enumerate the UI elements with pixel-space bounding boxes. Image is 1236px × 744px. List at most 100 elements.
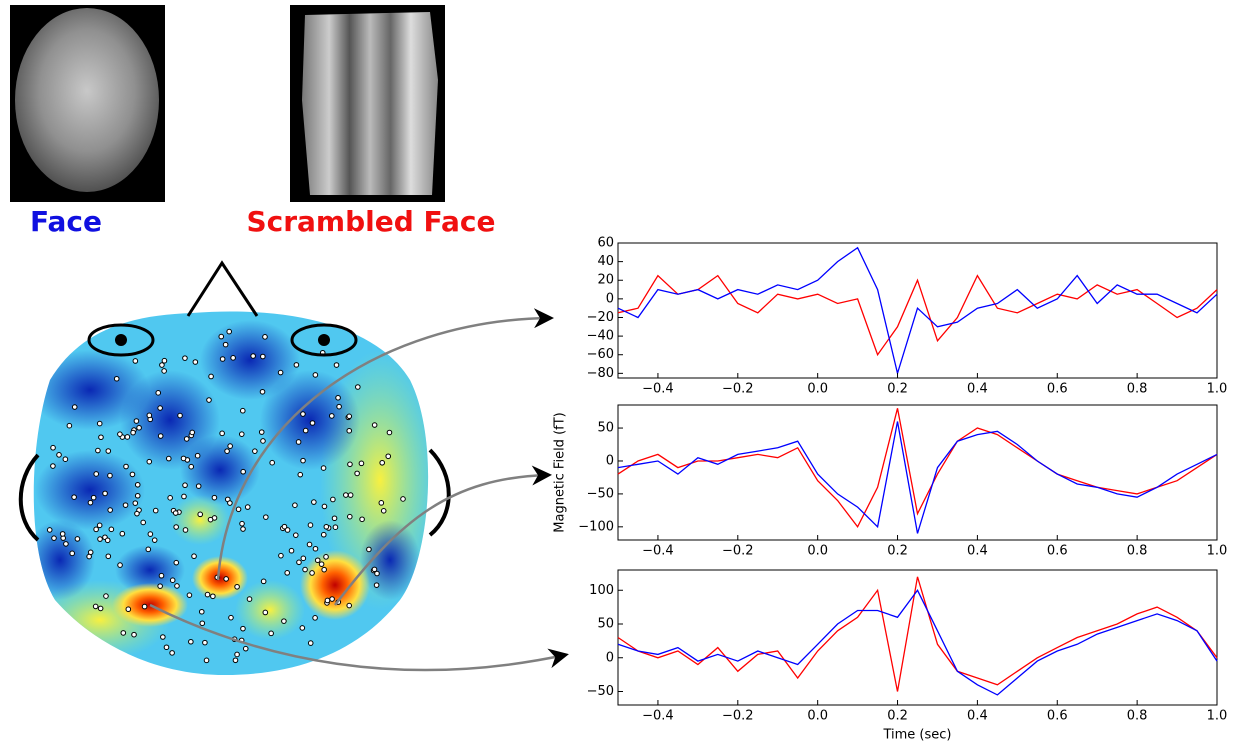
sensor <box>321 532 326 537</box>
y-tick-label: −60 <box>587 347 614 362</box>
sensor <box>247 597 252 602</box>
sensor <box>220 357 225 362</box>
x-tick-label: 0.6 <box>1047 544 1068 559</box>
sensor <box>307 542 312 547</box>
sensor <box>106 554 111 559</box>
sensor <box>229 615 234 620</box>
sensor <box>245 505 250 510</box>
sensor <box>57 453 62 458</box>
sensor <box>209 374 214 379</box>
y-tick-label: −20 <box>587 310 614 325</box>
sensor <box>98 606 103 611</box>
sensor <box>51 445 56 450</box>
sensor <box>278 370 283 375</box>
x-tick-label: 0.8 <box>1127 382 1148 397</box>
sensor <box>97 523 102 528</box>
sensor <box>236 507 241 512</box>
sensor <box>264 515 269 520</box>
sensor <box>200 621 205 626</box>
sensor <box>259 430 264 435</box>
sensor <box>228 444 233 449</box>
sensor <box>189 464 194 469</box>
sensor <box>381 509 386 514</box>
sensor <box>170 651 175 656</box>
sensor <box>52 536 57 541</box>
sensor <box>220 431 225 436</box>
sensor <box>135 511 140 516</box>
charts: −0.4−0.20.00.20.40.60.81.06040200−20−40−… <box>553 236 1228 743</box>
sensor <box>181 456 186 461</box>
sensor <box>231 356 236 361</box>
sensor <box>183 483 188 488</box>
sensor <box>336 395 341 400</box>
sensor <box>174 525 179 530</box>
x-tick-label: 1.0 <box>1207 709 1228 724</box>
sensor <box>94 472 99 477</box>
sensor <box>208 517 213 522</box>
sensor <box>303 567 308 572</box>
sensor <box>329 414 334 419</box>
sensor <box>260 389 265 394</box>
y-tick-label: 50 <box>597 421 614 436</box>
sensor <box>183 528 188 533</box>
sensor <box>387 430 392 435</box>
x-tick-label: 0.6 <box>1047 709 1068 724</box>
sensor <box>156 391 161 396</box>
sensor <box>166 456 171 461</box>
y-tick-label: −100 <box>578 519 614 534</box>
sensor <box>178 413 183 418</box>
sensor <box>182 494 187 499</box>
sensor <box>372 423 377 428</box>
sensor <box>269 631 274 636</box>
sensor <box>93 604 98 609</box>
sensor <box>332 516 337 521</box>
sensor <box>104 594 109 599</box>
sensor <box>121 631 126 636</box>
sensor <box>219 334 224 339</box>
sensor <box>270 460 275 465</box>
sensor <box>148 532 153 537</box>
sensor <box>133 359 138 364</box>
sensor <box>333 525 338 530</box>
x-tick-label: 0.8 <box>1127 709 1148 724</box>
sensor <box>374 583 379 588</box>
sensor <box>251 354 256 359</box>
sensor <box>198 512 203 517</box>
sensor <box>108 473 113 478</box>
sensor <box>72 495 77 500</box>
sensor <box>103 491 108 496</box>
sensor <box>207 398 212 403</box>
sensor <box>158 406 163 411</box>
sensor <box>224 577 229 582</box>
x-tick-label: 0.4 <box>967 709 988 724</box>
sensor <box>315 558 320 563</box>
scrambled-image <box>302 12 438 195</box>
sensor <box>356 385 361 390</box>
pupil-left <box>115 334 127 346</box>
x-tick-label: 0.0 <box>807 544 828 559</box>
sensor <box>367 547 372 552</box>
face-label: Face <box>30 205 102 238</box>
sensor <box>87 554 92 559</box>
y-tick-label: 100 <box>589 583 614 598</box>
ear-right <box>430 450 449 535</box>
sensor <box>106 449 111 454</box>
sensor <box>313 616 318 621</box>
sensor <box>227 329 232 334</box>
sensor <box>296 440 301 445</box>
sensor <box>204 658 209 663</box>
sensor <box>294 363 299 368</box>
sensor <box>313 373 318 378</box>
sensor <box>372 567 377 572</box>
sensor <box>355 471 360 476</box>
y-tick-label: 20 <box>597 273 614 288</box>
x-tick-label: 0.4 <box>967 382 988 397</box>
sensor <box>147 413 152 418</box>
sensor <box>337 404 342 409</box>
x-tick-label: −0.4 <box>642 544 674 559</box>
sensor <box>261 354 266 359</box>
sensor <box>94 527 99 532</box>
sensor <box>359 461 364 466</box>
x-tick-label: 1.0 <box>1207 544 1228 559</box>
sensor <box>63 457 68 462</box>
